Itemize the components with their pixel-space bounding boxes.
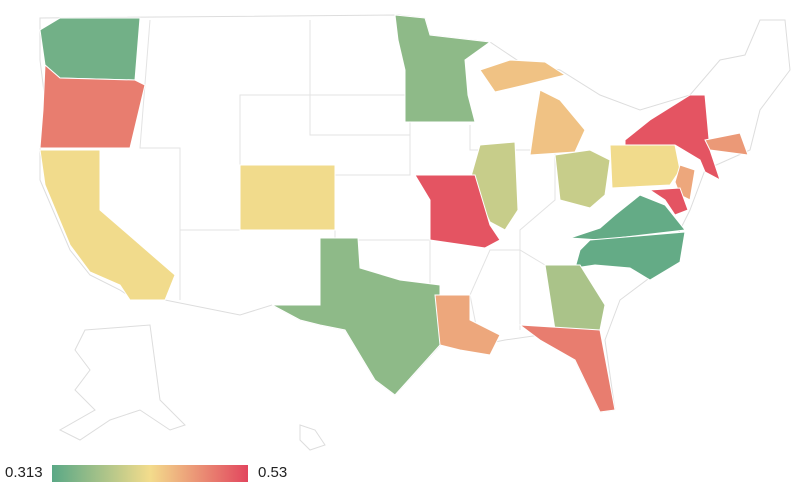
state-region (609, 144, 681, 189)
state-region (704, 132, 749, 156)
interior-lines (239, 94, 546, 296)
state-region (394, 14, 492, 123)
state-region (624, 94, 721, 182)
state-region (271, 237, 441, 396)
state-region (239, 164, 336, 231)
state-region (414, 174, 501, 249)
state-region (544, 264, 606, 331)
state-region (648, 187, 689, 216)
colorbar-min-label: 0.313 (5, 464, 43, 481)
colorbar-max-label: 0.53 (258, 464, 287, 481)
state-region (39, 149, 176, 301)
interior-lines (309, 20, 410, 136)
state-region (554, 149, 611, 209)
hawaii (299, 424, 326, 451)
state-region (518, 324, 616, 413)
state-region (434, 294, 501, 356)
state-region (39, 63, 146, 149)
alaska (58, 324, 186, 441)
state-region (39, 17, 141, 81)
colorbar (52, 465, 248, 482)
